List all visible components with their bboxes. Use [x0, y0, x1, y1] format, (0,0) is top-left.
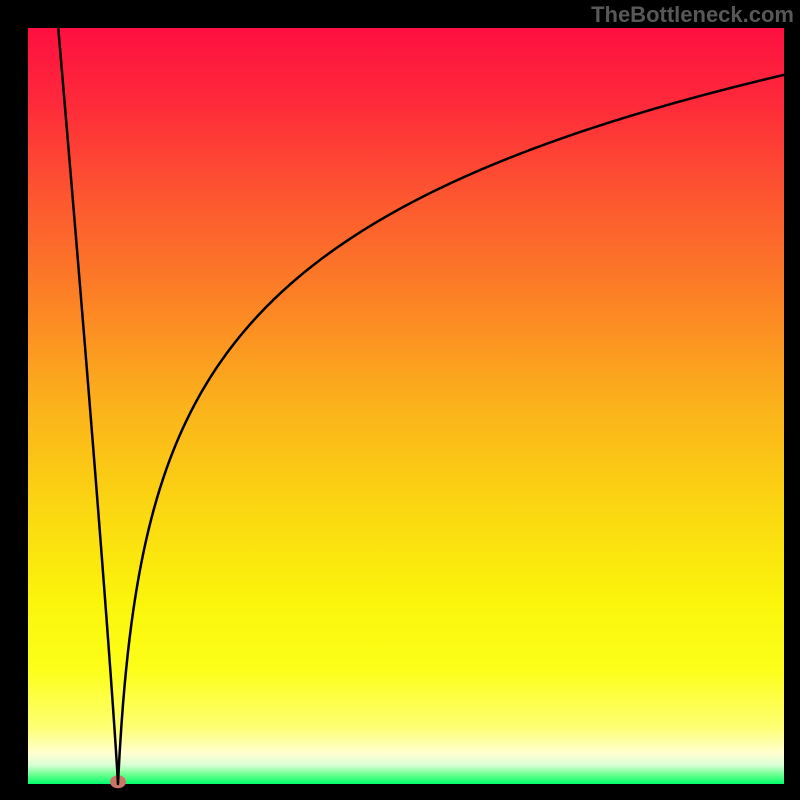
watermark-text: TheBottleneck.com	[591, 2, 794, 28]
bottleneck-chart: TheBottleneck.com	[0, 0, 800, 800]
plot-background	[28, 28, 784, 784]
chart-svg	[0, 0, 800, 800]
